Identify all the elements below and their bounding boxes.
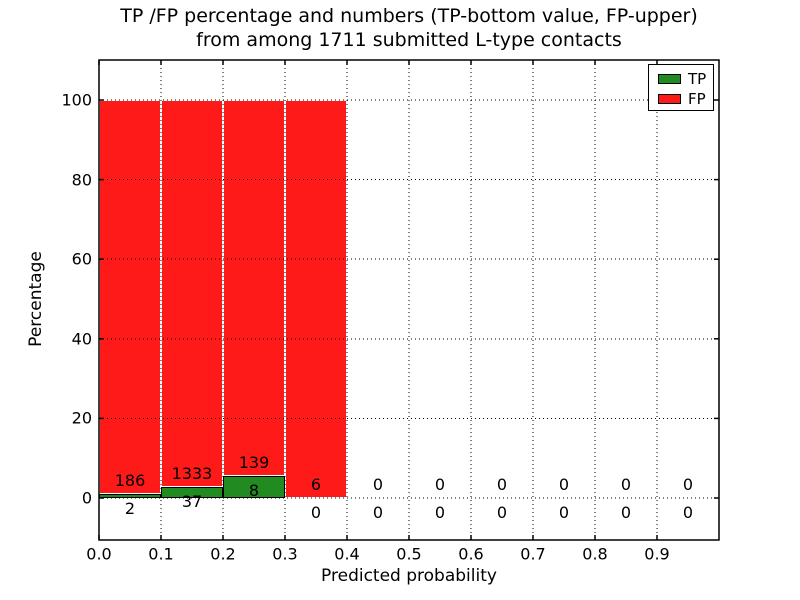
fp-bar-segment [161,100,223,488]
tp-count-label: 2 [124,498,136,518]
chart-title-line2: from among 1711 submitted L-type contact… [196,29,622,51]
x-tick-label: 0.8 [582,544,608,564]
y-tick-label: 20 [71,408,92,428]
fp-count-label: 0 [620,475,632,494]
fp-count-label: 0 [682,475,694,494]
fp-count-label: 186 [114,470,146,490]
fp-count-label: 0 [558,475,570,494]
y-tick-label: 0 [81,488,92,508]
fp-bar-segment [285,100,347,498]
tp-count-label: 0 [558,503,570,522]
tp-count-label: 0 [620,503,632,522]
x-tick-label: 0.9 [644,544,670,564]
tp-count-label: 37 [181,492,203,512]
fp-count-label: 139 [238,453,270,473]
tp-count-label: 0 [310,503,322,522]
x-tick-label: 0.5 [396,544,422,564]
tp-count-label: 8 [248,481,260,501]
tp-legend-label: TP [688,69,707,88]
x-tick-label: 0.0 [86,544,112,564]
x-tick-label: 0.3 [272,544,298,564]
x-tick-label: 0.6 [458,544,484,564]
x-tick-label: 0.4 [334,544,360,564]
y-tick-label: 100 [61,90,92,110]
fp-count-label: 1333 [171,464,213,484]
fp-count-label: 6 [310,475,322,494]
x-tick-label: 0.2 [210,544,236,564]
legend-item-tp: TP [649,69,713,89]
chart-title: TP /FP percentage and numbers (TP-bottom… [99,4,719,52]
fp-count-label: 0 [372,475,384,494]
legend-item-fp: FP [649,89,713,109]
fp-legend-swatch [658,94,681,104]
tp-count-label: 0 [682,503,694,522]
tp-count-label: 0 [496,503,508,522]
y-tick-label: 40 [71,329,92,349]
x-tick-label: 0.1 [148,544,174,564]
x-tick-label: 0.7 [520,544,546,564]
legend: TP FP [648,64,714,111]
y-tick-label: 60 [71,249,92,269]
tp-legend-swatch [658,74,681,84]
y-tick-label: 80 [71,170,92,190]
x-axis-title: Predicted probability [321,566,497,586]
fp-count-label: 0 [496,475,508,494]
fp-count-label: 0 [434,475,446,494]
tp-count-label: 0 [434,503,446,522]
tp-bar-segment [223,476,285,498]
fp-legend-label: FP [688,89,706,108]
tp-count-label: 0 [372,503,384,522]
chart-title-line1: TP /FP percentage and numbers (TP-bottom… [120,5,698,27]
